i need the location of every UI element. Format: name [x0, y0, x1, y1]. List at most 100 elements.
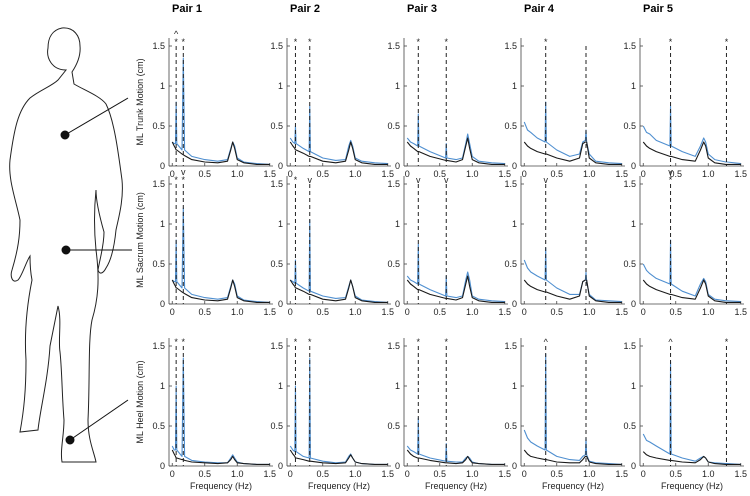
y-tick-label: 1.5	[387, 41, 400, 51]
x-tick-label: 0	[405, 469, 410, 479]
y-tick-label: 1.5	[387, 341, 400, 351]
spectrum-line	[642, 361, 741, 465]
y-tick-label: 1.5	[623, 341, 636, 351]
y-tick-label: 1.5	[504, 179, 517, 189]
x-tick-label: 1.5	[615, 307, 628, 317]
x-tick-label: 0	[288, 169, 293, 179]
y-tick-label: 0.5	[623, 421, 636, 431]
x-tick-label: 1.5	[734, 169, 747, 179]
y-tick-label: 0.5	[387, 121, 400, 131]
y-tick-label: 1.5	[152, 179, 165, 189]
x-tick-label: 0	[641, 169, 646, 179]
y-tick-label: 0	[512, 161, 517, 171]
x-tick-label: 0.5	[316, 307, 329, 317]
chart-title: Pair 5	[643, 3, 673, 15]
spectrum-line	[406, 137, 505, 165]
y-tick-label: 1	[631, 381, 636, 391]
significance-symbol: *	[294, 37, 298, 47]
x-tick-label: 0	[522, 469, 527, 479]
significance-symbol: *	[544, 37, 548, 47]
x-tick-label: 1.0	[583, 307, 596, 317]
pointer-line	[64, 97, 129, 136]
x-tick-label: 1.0	[702, 307, 715, 317]
significance-symbol: v	[308, 175, 313, 185]
sensor-dot	[60, 130, 70, 140]
significance-symbol: *	[444, 337, 448, 347]
x-tick-label: 1.5	[381, 469, 394, 479]
significance-symbol: *	[417, 337, 421, 347]
y-tick-label: 0.5	[152, 121, 165, 131]
x-tick-label: 0	[288, 469, 293, 479]
x-tick-label: 0.5	[550, 169, 563, 179]
significance-symbol: *	[444, 37, 448, 47]
y-tick-label: 0	[395, 299, 400, 309]
spectrum-line	[406, 449, 505, 465]
y-tick-label: 1	[278, 381, 283, 391]
y-tick-label: 0	[631, 299, 636, 309]
spectrum-line	[523, 141, 622, 165]
spectrum-line	[523, 449, 622, 465]
x-tick-label: 0.5	[198, 169, 211, 179]
y-tick-label: 1	[395, 219, 400, 229]
x-tick-label: 1.5	[263, 469, 276, 479]
x-tick-label: 0	[170, 307, 175, 317]
x-tick-label: 1.0	[466, 469, 479, 479]
spectrum-line	[523, 101, 622, 165]
significance-symbol: v	[444, 175, 449, 185]
y-tick-label: 0	[278, 161, 283, 171]
chart-title: Pair 1	[172, 3, 202, 15]
spectrum-line	[406, 243, 505, 303]
x-tick-label: 0.5	[433, 307, 446, 317]
significance-symbol: *	[174, 175, 178, 185]
y-tick-label: 1.5	[152, 341, 165, 351]
body-silhouette	[9, 27, 123, 463]
significance-symbol: *	[182, 175, 186, 185]
x-tick-label: 1.0	[702, 169, 715, 179]
significance-symbol: *	[725, 37, 729, 47]
y-tick-label: 1	[512, 81, 517, 91]
y-axis-label: ML Trunk Motion (cm)	[135, 58, 145, 145]
y-tick-label: 0	[631, 161, 636, 171]
y-tick-label: 1	[278, 219, 283, 229]
chart-title: Pair 4	[524, 3, 555, 15]
y-tick-label: 1	[631, 81, 636, 91]
x-tick-label: 0	[522, 307, 527, 317]
significance-symbol: *	[174, 337, 178, 347]
significance-symbol: *	[669, 175, 673, 185]
y-tick-label: 0	[395, 161, 400, 171]
x-tick-label: 1.0	[583, 169, 596, 179]
y-tick-label: 1.5	[504, 341, 517, 351]
x-tick-label: 1.5	[263, 307, 276, 317]
significance-symbol: *	[308, 37, 312, 47]
spectrum-line	[171, 141, 270, 165]
spectrum-line	[289, 141, 388, 165]
spectrum-line	[289, 357, 388, 465]
x-axis-label: Frequency (Hz)	[190, 481, 252, 491]
significance-symbol: ^	[668, 337, 673, 347]
y-tick-label: 1	[512, 219, 517, 229]
x-axis-label: Frequency (Hz)	[425, 481, 487, 491]
y-tick-label: 1	[512, 381, 517, 391]
x-tick-label: 0.5	[198, 307, 211, 317]
x-tick-label: 1.0	[466, 169, 479, 179]
spectrum-line	[642, 279, 741, 303]
y-tick-label: 0	[512, 299, 517, 309]
x-tick-label: 1.5	[381, 169, 394, 179]
y-tick-label: 0.5	[387, 259, 400, 269]
x-tick-label: 1.0	[349, 307, 362, 317]
x-tick-label: 0.5	[433, 469, 446, 479]
y-tick-label: 1.5	[504, 41, 517, 51]
spectrum-line	[523, 279, 622, 303]
sensor-dot	[61, 245, 71, 255]
x-tick-label: 1.5	[381, 307, 394, 317]
x-tick-label: 0	[405, 169, 410, 179]
spectrum-line	[642, 105, 741, 165]
y-tick-label: 1.5	[387, 179, 400, 189]
pointer-line	[69, 399, 129, 441]
y-tick-label: 0.5	[504, 421, 517, 431]
y-tick-label: 1	[395, 381, 400, 391]
spectrum-line	[523, 247, 622, 303]
significance-symbol: v	[181, 167, 186, 177]
x-tick-label: 0.5	[316, 469, 329, 479]
x-tick-label: 1.0	[349, 169, 362, 179]
